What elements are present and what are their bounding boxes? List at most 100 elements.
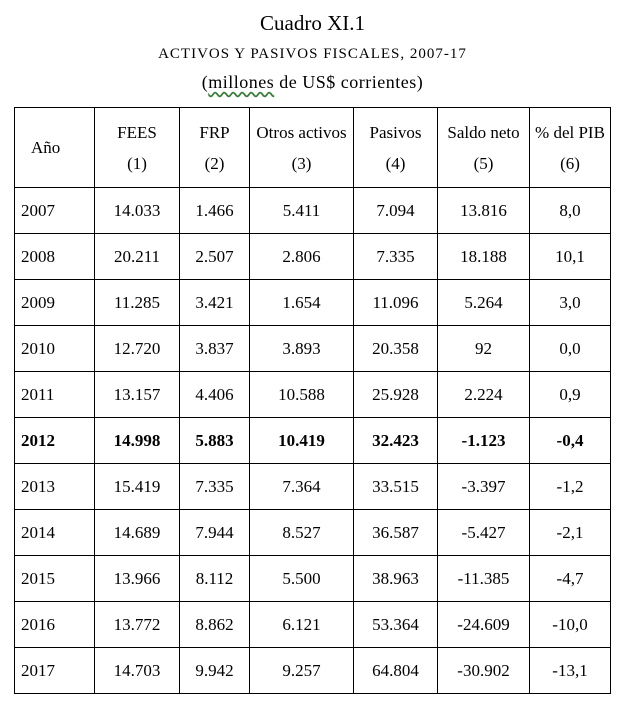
table-row: 2016 13.772 8.862 6.121 53.364 -24.609 -10,0 <box>14 601 611 648</box>
cell-fees: 20.211 <box>94 233 180 280</box>
column-header-label: Pasivos <box>369 122 422 142</box>
table-body: 2007 14.033 1.466 5.411 7.094 13.816 8,0 2008 20… <box>14 187 611 694</box>
cell-frp: 3.421 <box>179 279 250 326</box>
column-header-year: Año <box>14 107 95 188</box>
column-header-label: FRP <box>199 122 230 142</box>
units-note: (millones de US$ corrientes) <box>0 70 625 94</box>
cell-pib: 10,1 <box>529 233 611 280</box>
column-header-fees: FEES (1) <box>94 107 180 188</box>
table-row: 2011 13.157 4.406 10.588 25.928 2.224 0,9 <box>14 371 611 418</box>
cell-saldo: -5.427 <box>437 509 530 556</box>
cell-frp: 1.466 <box>179 187 250 234</box>
cell-fees: 14.689 <box>94 509 180 556</box>
cell-otros: 2.806 <box>249 233 354 280</box>
column-header-number: (1) <box>127 153 147 173</box>
cell-fees: 13.966 <box>94 555 180 602</box>
units-rest: de US$ corrientes) <box>274 72 424 92</box>
table-row: 2007 14.033 1.466 5.411 7.094 13.816 8,0 <box>14 187 611 234</box>
cell-frp: 4.406 <box>179 371 250 418</box>
cell-otros: 10.588 <box>249 371 354 418</box>
table-row: 2012 14.998 5.883 10.419 32.423 -1.123 -0,4 <box>14 417 611 464</box>
cell-year: 2016 <box>14 601 95 648</box>
table-row: 2015 13.966 8.112 5.500 38.963 -11.385 -4,7 <box>14 555 611 602</box>
cell-pib: 3,0 <box>529 279 611 326</box>
column-header-saldo-neto: Saldo neto (5) <box>437 107 530 188</box>
cell-pib: -13,1 <box>529 647 611 694</box>
cell-pib: 8,0 <box>529 187 611 234</box>
column-header-number: (3) <box>291 153 312 173</box>
cell-otros: 9.257 <box>249 647 354 694</box>
cell-otros: 1.654 <box>249 279 354 326</box>
cell-frp: 3.837 <box>179 325 250 372</box>
cell-pasivos: 25.928 <box>353 371 438 418</box>
cell-pib: -0,4 <box>529 417 611 464</box>
table-row: 2008 20.211 2.507 2.806 7.335 18.188 10,1 <box>14 233 611 280</box>
cell-otros: 7.364 <box>249 463 354 510</box>
cell-pib: -10,0 <box>529 601 611 648</box>
cell-saldo: 92 <box>437 325 530 372</box>
cell-pasivos: 64.804 <box>353 647 438 694</box>
cell-frp: 8.862 <box>179 601 250 648</box>
cell-frp: 7.944 <box>179 509 250 556</box>
column-header-otros-activos: Otros activos (3) <box>249 107 354 188</box>
column-header-label: Año <box>31 138 61 157</box>
cell-year: 2010 <box>14 325 95 372</box>
cell-frp: 2.507 <box>179 233 250 280</box>
cell-saldo: -30.902 <box>437 647 530 694</box>
table-row: 2014 14.689 7.944 8.527 36.587 -5.427 -2,1 <box>14 509 611 556</box>
cell-otros: 8.527 <box>249 509 354 556</box>
cell-year: 2009 <box>14 279 95 326</box>
cell-year: 2007 <box>14 187 95 234</box>
cell-year: 2012 <box>14 417 95 464</box>
cell-frp: 7.335 <box>179 463 250 510</box>
header-row: Año FEES (1) FRP (2) Otros activos (3) Pasivos (… <box>14 107 611 188</box>
column-header-label: Saldo neto <box>447 122 520 142</box>
cell-pasivos: 53.364 <box>353 601 438 648</box>
cell-pasivos: 38.963 <box>353 555 438 602</box>
column-header-label: % del PIB <box>535 122 605 142</box>
cell-pasivos: 32.423 <box>353 417 438 464</box>
cell-otros: 10.419 <box>249 417 354 464</box>
cell-year: 2014 <box>14 509 95 556</box>
cell-year: 2017 <box>14 647 95 694</box>
cell-pib: -4,7 <box>529 555 611 602</box>
cell-fees: 13.157 <box>94 371 180 418</box>
cell-saldo: -24.609 <box>437 601 530 648</box>
cell-pasivos: 20.358 <box>353 325 438 372</box>
cell-year: 2013 <box>14 463 95 510</box>
cell-fees: 14.033 <box>94 187 180 234</box>
units-underlined-word: millones <box>208 72 275 92</box>
cell-pasivos: 7.335 <box>353 233 438 280</box>
cell-saldo: 2.224 <box>437 371 530 418</box>
column-header-number: (5) <box>473 153 494 173</box>
cell-otros: 3.893 <box>249 325 354 372</box>
cell-saldo: -11.385 <box>437 555 530 602</box>
cell-otros: 5.411 <box>249 187 354 234</box>
cell-pasivos: 36.587 <box>353 509 438 556</box>
table-subtitle: ACTIVOS Y PASIVOS FISCALES, 2007-17 <box>158 46 467 62</box>
cell-year: 2011 <box>14 371 95 418</box>
cell-saldo: 13.816 <box>437 187 530 234</box>
column-header-pct-pib: % del PIB (6) <box>529 107 611 188</box>
cell-saldo: -1.123 <box>437 417 530 464</box>
table-title: Cuadro XI.1 <box>260 11 365 35</box>
table-row: 2013 15.419 7.335 7.364 33.515 -3.397 -1,2 <box>14 463 611 510</box>
column-header-number: (6) <box>560 153 580 173</box>
table-row: 2009 11.285 3.421 1.654 11.096 5.264 3,0 <box>14 279 611 326</box>
cell-otros: 5.500 <box>249 555 354 602</box>
column-header-label: Otros activos <box>256 122 347 142</box>
cell-fees: 11.285 <box>94 279 180 326</box>
fiscal-assets-liabilities-table: Año FEES (1) FRP (2) Otros activos (3) Pasivos (… <box>14 107 611 694</box>
units-open: ( <box>201 72 209 92</box>
cell-frp: 5.883 <box>179 417 250 464</box>
cell-year: 2015 <box>14 555 95 602</box>
cell-pib: -1,2 <box>529 463 611 510</box>
cell-fees: 12.720 <box>94 325 180 372</box>
column-header-pasivos: Pasivos (4) <box>353 107 438 188</box>
column-header-number: (2) <box>204 153 225 173</box>
column-header-frp: FRP (2) <box>179 107 250 188</box>
cell-frp: 8.112 <box>179 555 250 602</box>
cell-saldo: 5.264 <box>437 279 530 326</box>
column-header-number: (4) <box>385 153 406 173</box>
table-row: 2017 14.703 9.942 9.257 64.804 -30.902 -13,1 <box>14 647 611 694</box>
